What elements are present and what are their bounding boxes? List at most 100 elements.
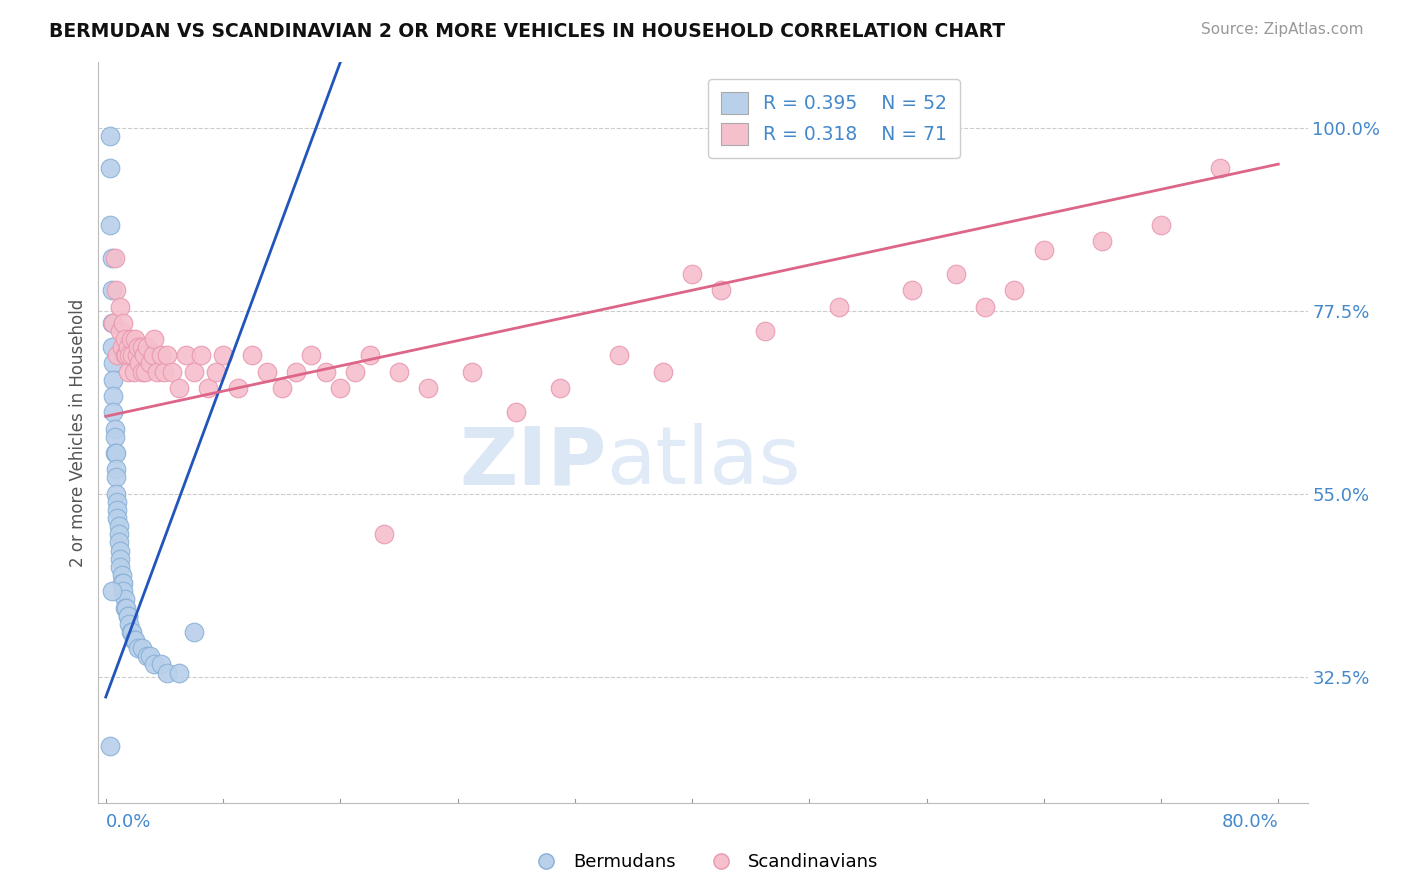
Point xyxy=(105,283,128,297)
Point xyxy=(329,381,352,395)
Point xyxy=(112,576,135,591)
Point xyxy=(98,739,121,753)
Point xyxy=(1032,243,1054,257)
Point xyxy=(135,649,157,664)
Point xyxy=(101,405,124,419)
Point xyxy=(373,527,395,541)
Point xyxy=(103,421,125,435)
Point xyxy=(461,365,484,379)
Point xyxy=(190,348,212,362)
Point xyxy=(607,348,630,362)
Point xyxy=(388,365,411,379)
Point xyxy=(548,381,571,395)
Point xyxy=(101,389,124,403)
Point xyxy=(150,657,173,672)
Point xyxy=(112,316,135,330)
Point xyxy=(240,348,263,362)
Point xyxy=(226,381,249,395)
Point xyxy=(138,356,160,370)
Point xyxy=(183,624,205,639)
Point xyxy=(100,283,122,297)
Point xyxy=(1091,235,1114,249)
Point xyxy=(101,356,124,370)
Point xyxy=(212,348,235,362)
Point xyxy=(107,348,129,362)
Point xyxy=(121,624,143,639)
Point xyxy=(107,511,129,525)
Point xyxy=(197,381,219,395)
Point xyxy=(134,365,156,379)
Point xyxy=(98,218,121,232)
Point xyxy=(156,665,179,680)
Point xyxy=(110,324,132,338)
Point xyxy=(111,576,134,591)
Point xyxy=(418,381,440,395)
Point xyxy=(131,340,153,354)
Point xyxy=(153,365,176,379)
Point xyxy=(108,527,131,541)
Point xyxy=(176,348,198,362)
Point xyxy=(135,340,157,354)
Point xyxy=(110,300,132,314)
Point xyxy=(710,283,733,297)
Text: BERMUDAN VS SCANDINAVIAN 2 OR MORE VEHICLES IN HOUSEHOLD CORRELATION CHART: BERMUDAN VS SCANDINAVIAN 2 OR MORE VEHIC… xyxy=(49,22,1005,41)
Point xyxy=(120,332,142,346)
Point xyxy=(101,316,124,330)
Point xyxy=(901,283,924,297)
Point xyxy=(120,624,142,639)
Point xyxy=(114,600,136,615)
Point xyxy=(183,365,205,379)
Point xyxy=(945,267,967,281)
Point xyxy=(110,551,132,566)
Point xyxy=(111,340,134,354)
Point xyxy=(681,267,703,281)
Point xyxy=(114,332,136,346)
Text: 80.0%: 80.0% xyxy=(1222,813,1278,830)
Point xyxy=(115,600,138,615)
Point xyxy=(131,641,153,656)
Point xyxy=(112,584,135,599)
Point xyxy=(1004,283,1026,297)
Point xyxy=(1208,161,1230,176)
Point xyxy=(827,300,849,314)
Point xyxy=(107,495,129,509)
Point xyxy=(108,519,131,533)
Point xyxy=(117,340,139,354)
Point xyxy=(122,365,145,379)
Point xyxy=(204,365,226,379)
Point xyxy=(124,332,146,346)
Point xyxy=(111,568,134,582)
Text: ZIP: ZIP xyxy=(458,423,606,501)
Point xyxy=(100,340,122,354)
Text: Source: ZipAtlas.com: Source: ZipAtlas.com xyxy=(1201,22,1364,37)
Point xyxy=(146,365,169,379)
Point xyxy=(110,543,132,558)
Point xyxy=(98,161,121,176)
Point xyxy=(114,348,136,362)
Point xyxy=(117,608,139,623)
Point xyxy=(117,608,139,623)
Point xyxy=(122,633,145,648)
Point xyxy=(974,300,997,314)
Point xyxy=(118,616,141,631)
Point xyxy=(110,559,132,574)
Text: atlas: atlas xyxy=(606,423,800,501)
Point xyxy=(127,340,149,354)
Point xyxy=(127,641,149,656)
Point xyxy=(270,381,292,395)
Point xyxy=(118,348,141,362)
Point xyxy=(143,332,166,346)
Point xyxy=(103,430,125,444)
Point xyxy=(167,381,190,395)
Point xyxy=(124,633,146,648)
Point xyxy=(167,665,190,680)
Text: 0.0%: 0.0% xyxy=(105,813,150,830)
Point xyxy=(105,462,128,476)
Point xyxy=(285,365,308,379)
Point xyxy=(128,356,150,370)
Point xyxy=(101,373,124,387)
Point xyxy=(315,365,337,379)
Point xyxy=(105,446,128,460)
Legend: Bermudans, Scandinavians: Bermudans, Scandinavians xyxy=(520,847,886,879)
Point xyxy=(105,470,128,484)
